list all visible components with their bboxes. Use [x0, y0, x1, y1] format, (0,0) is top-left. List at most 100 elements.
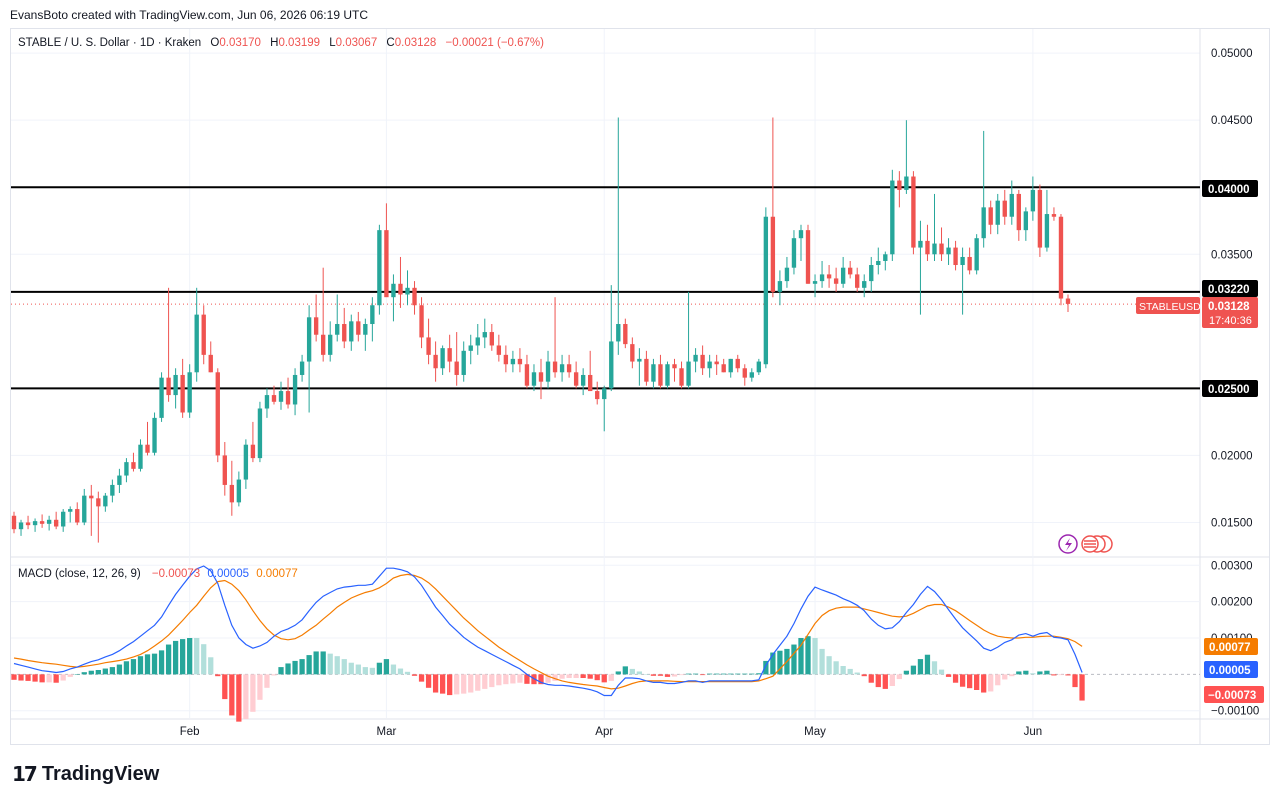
macd-histogram-bar: [1058, 674, 1064, 676]
time-tick-label: Mar: [377, 726, 397, 738]
macd-histogram-bar: [763, 660, 769, 675]
candle: [145, 421, 150, 456]
legend-c-label: C: [386, 37, 394, 49]
candle-body: [897, 180, 902, 190]
candle: [342, 307, 347, 349]
candle-body: [426, 337, 431, 355]
candle: [384, 203, 389, 298]
candle: [721, 358, 726, 373]
candles: [11, 117, 1071, 543]
candle-body: [742, 368, 747, 378]
candle-body: [68, 509, 73, 512]
candle-body: [960, 256, 965, 266]
candle: [840, 256, 846, 288]
candle: [798, 224, 804, 261]
macd-legend-title: MACD (close, 12, 26, 9): [18, 568, 141, 580]
candle-body: [644, 358, 649, 382]
candle: [363, 318, 368, 351]
candle-body: [735, 358, 740, 369]
candle: [833, 267, 839, 292]
macd-histogram-bar: [840, 666, 846, 675]
macd-tick-label: 0.00200: [1211, 597, 1253, 609]
candle: [454, 332, 459, 386]
candle: [784, 256, 790, 288]
macd-histogram-bar: [664, 674, 671, 677]
macd-histogram-bar: [974, 674, 980, 690]
candle-body: [335, 324, 340, 335]
candle-body: [61, 511, 66, 527]
candle-body: [770, 216, 776, 292]
macd-histogram-bar: [165, 644, 172, 675]
candle: [665, 361, 670, 389]
candle-body: [918, 240, 923, 248]
candle: [679, 361, 684, 389]
event-markers[interactable]: [1058, 534, 1113, 554]
macd-histogram-bar: [151, 653, 158, 675]
macd-histogram-bar: [854, 672, 860, 675]
candle: [559, 354, 565, 382]
candle: [1044, 189, 1050, 252]
macd-histogram-bar: [580, 674, 586, 678]
macd-histogram-bar: [158, 650, 165, 675]
macd-histogram-bar: [1051, 674, 1057, 676]
macd-histogram-bar: [53, 674, 59, 683]
candle-body: [721, 364, 726, 373]
macd-legend-macd: 0.00005: [207, 568, 249, 580]
tradingview-logo[interactable]: 17 TradingView: [12, 762, 159, 786]
candle-body: [236, 479, 242, 503]
candle: [847, 260, 853, 279]
candle-body: [475, 337, 480, 346]
candle-body: [194, 314, 199, 373]
candle: [756, 358, 762, 375]
candle: [812, 274, 818, 298]
macd-histogram-bar: [369, 667, 375, 675]
candle: [651, 358, 656, 389]
candle: [257, 401, 263, 463]
macd-histogram-bar: [496, 674, 502, 686]
candle: [187, 364, 192, 418]
candle: [953, 240, 958, 271]
macd-histogram-bar: [418, 674, 425, 682]
candle: [644, 350, 649, 386]
candle: [974, 234, 979, 275]
candle-body: [215, 372, 220, 456]
candle-body: [812, 281, 818, 284]
candle: [377, 224, 382, 315]
macd-histogram-bar: [629, 668, 635, 675]
macd-histogram-bar: [243, 674, 249, 720]
macd-histogram-bar: [250, 674, 256, 712]
candle-body: [201, 314, 206, 355]
tradingview-logo-text: TradingView: [41, 762, 160, 785]
macd-histogram-bar: [109, 667, 116, 675]
candle: [595, 381, 600, 405]
candle: [981, 130, 986, 248]
candle: [876, 247, 881, 275]
macd-histogram-bar: [222, 674, 228, 700]
macd-histogram-bar: [1023, 670, 1029, 675]
candle-body: [833, 278, 839, 284]
macd-histogram-bar: [608, 674, 614, 681]
macd-histogram-bar: [707, 673, 713, 675]
candle: [433, 341, 438, 382]
candle-body: [953, 247, 958, 266]
candle: [904, 120, 909, 194]
candle-body: [890, 180, 895, 255]
candle-body: [447, 348, 452, 362]
macd-histogram-bar: [657, 674, 664, 676]
macd-histogram-bar: [390, 664, 397, 675]
macd-histogram-bar: [74, 674, 80, 675]
candle: [538, 358, 544, 400]
macd-hist-badge-text: −0.00073: [1208, 690, 1256, 702]
candle: [925, 224, 930, 261]
candle: [180, 358, 185, 418]
candle-body: [391, 283, 396, 298]
candle-body: [981, 207, 986, 239]
candle: [658, 354, 663, 389]
macd-histogram-bar: [285, 663, 291, 675]
candle: [68, 506, 73, 523]
macd-histogram-bar: [826, 656, 832, 675]
candle-body: [847, 267, 853, 275]
candle: [229, 460, 235, 516]
candle-body: [180, 374, 185, 413]
